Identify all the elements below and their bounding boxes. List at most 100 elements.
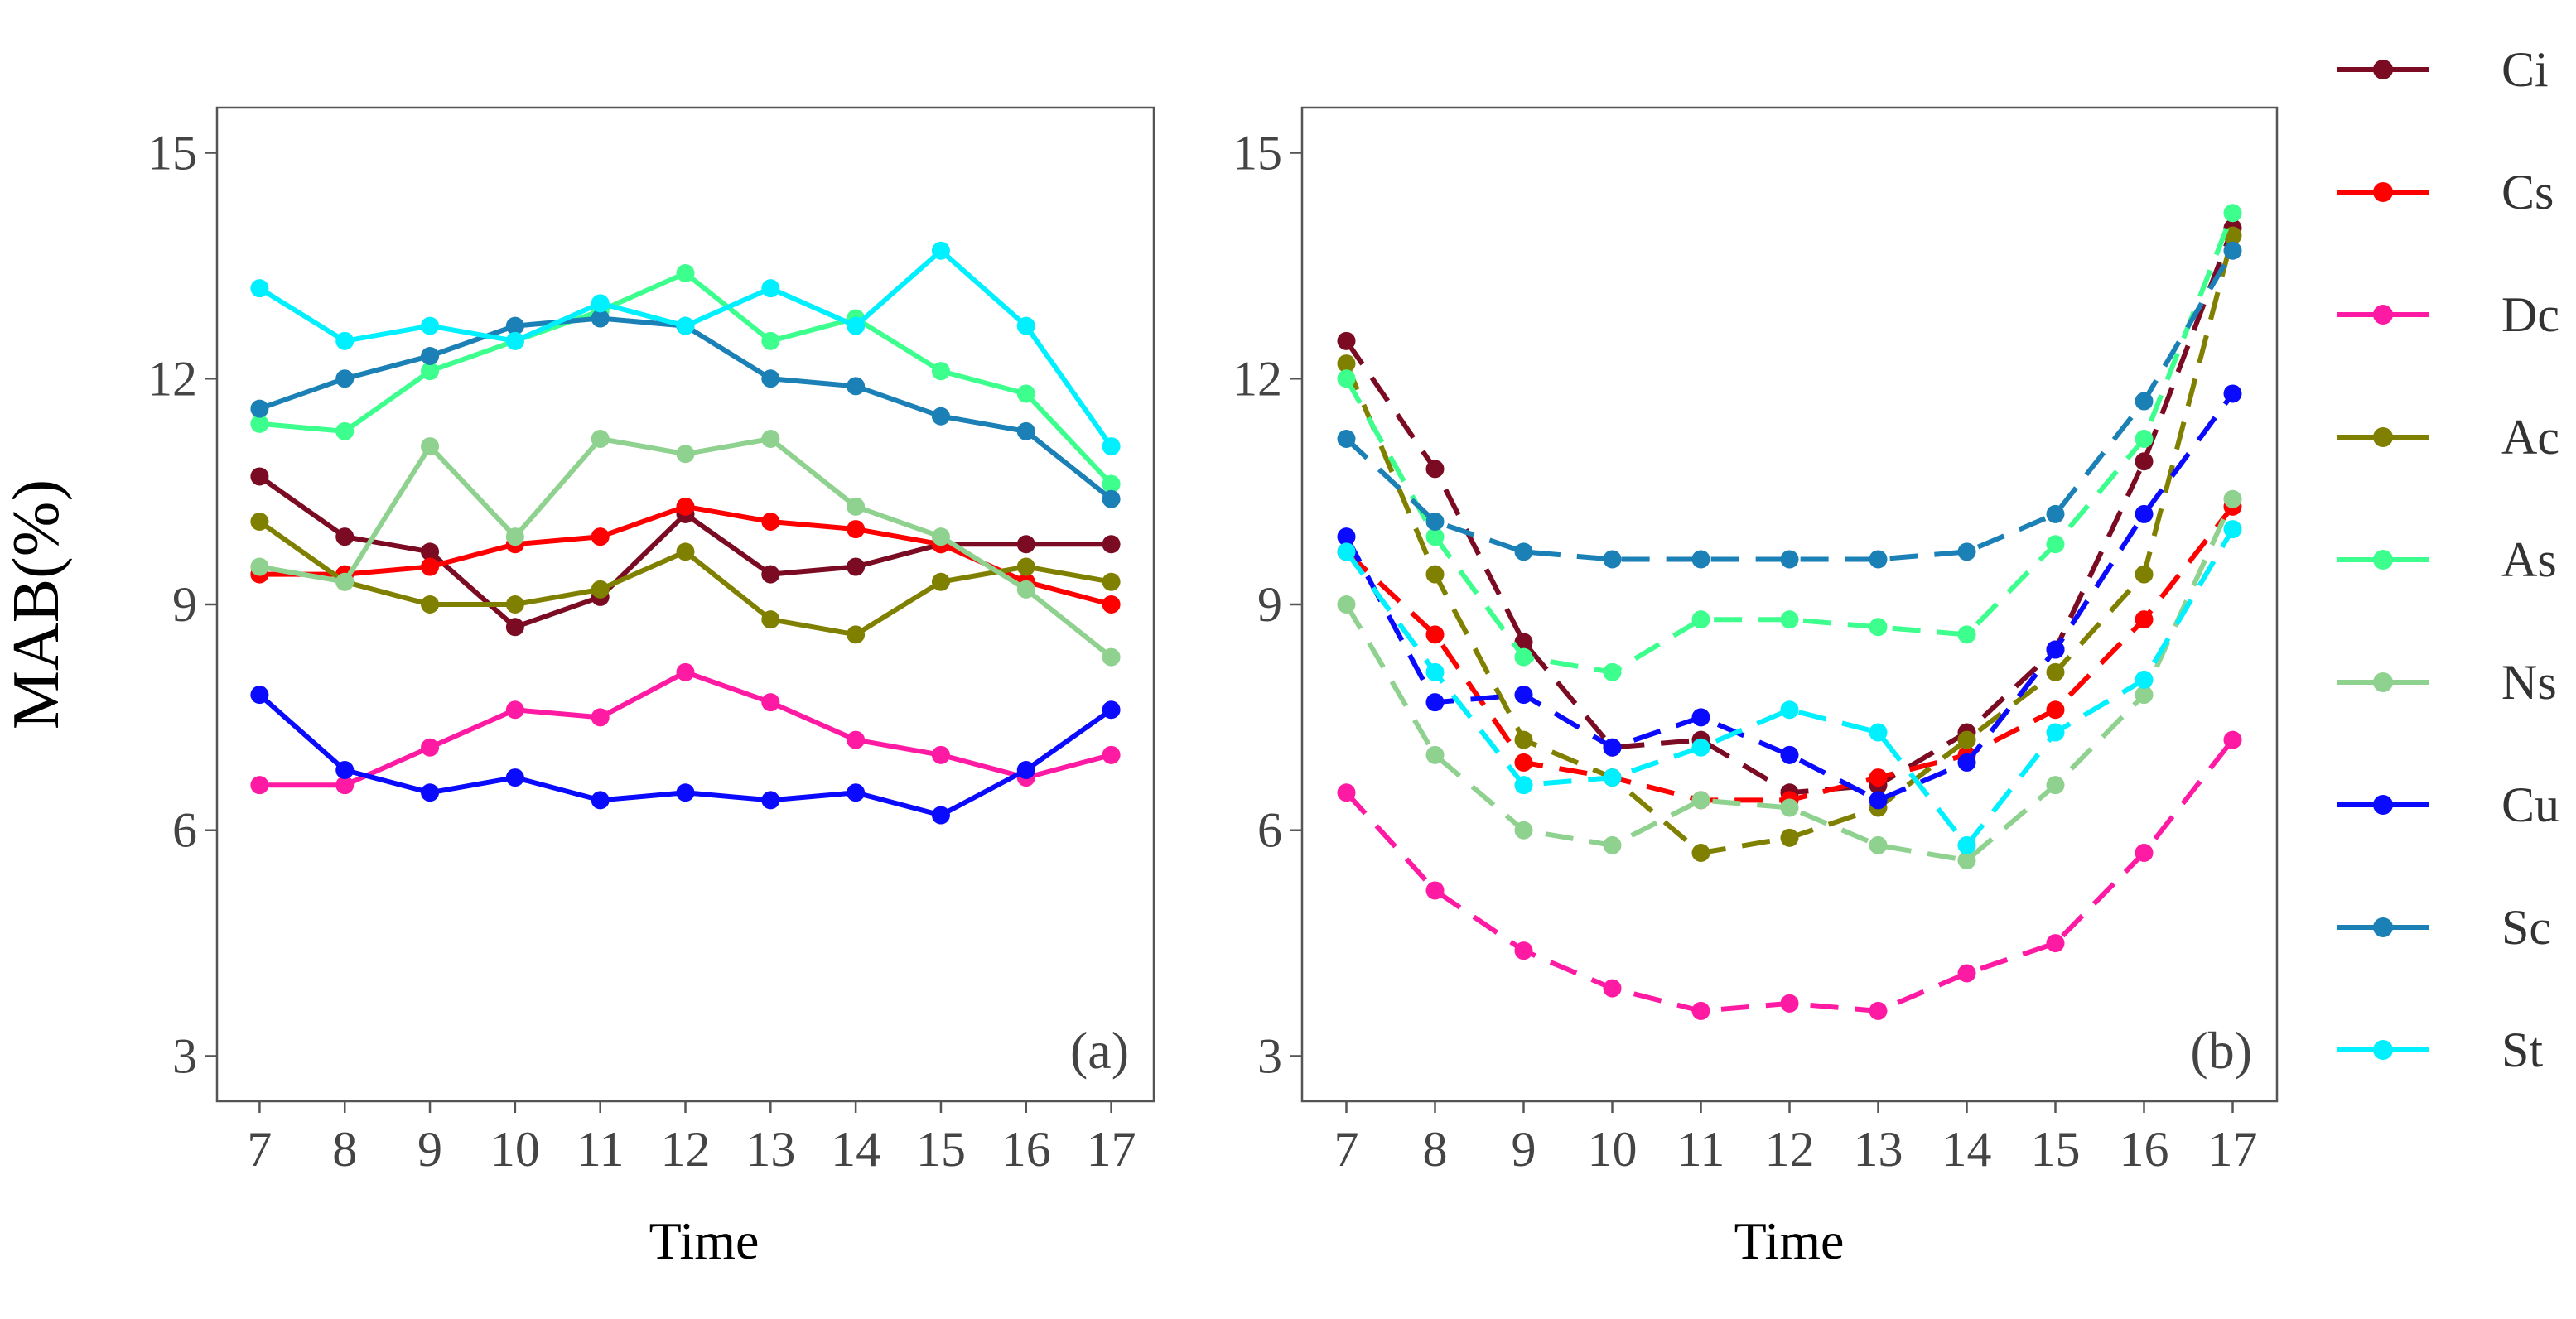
data-point-a-cu-14 xyxy=(847,783,866,802)
data-point-a-dc-14 xyxy=(847,730,866,749)
data-point-a-sc-11 xyxy=(591,309,610,328)
data-point-a-st-15 xyxy=(931,241,950,260)
x-axis-label-a: Time xyxy=(649,1211,760,1270)
data-point-b-cu-7 xyxy=(1337,527,1356,546)
legend-label-cu: Cu xyxy=(2501,777,2559,832)
series-line-b-cu xyxy=(1343,392,2235,803)
data-point-a-st-17 xyxy=(1102,437,1121,456)
data-point-b-ci-8 xyxy=(1425,460,1445,479)
x-tick-label-b-16: 16 xyxy=(2120,1122,2169,1177)
y-tick-label-a-3: 3 xyxy=(172,1028,197,1083)
legend-label-as: As xyxy=(2501,532,2557,587)
data-point-b-ac-9 xyxy=(1514,730,1533,749)
data-point-b-ac-12 xyxy=(1780,828,1799,847)
legend-swatch-marker-as xyxy=(2373,550,2393,570)
data-point-b-dc-11 xyxy=(1691,1001,1710,1020)
legend-swatch-marker-cs xyxy=(2373,182,2393,202)
data-point-a-cu-10 xyxy=(505,768,524,787)
data-point-a-as-12 xyxy=(676,264,695,282)
data-point-a-dc-9 xyxy=(421,738,440,757)
legend-item-st: St xyxy=(2337,1023,2543,1077)
data-point-a-sc-9 xyxy=(421,347,440,365)
data-point-a-sc-15 xyxy=(931,407,950,426)
x-tick-label-b-13: 13 xyxy=(1854,1122,1903,1177)
series-line-a-ac xyxy=(257,519,1114,638)
data-point-b-dc-9 xyxy=(1514,941,1533,960)
panel-b: 3 6 9 12 15 7 8 9 10 11 12 13 14 15 16 17 (b) xyxy=(1233,106,2279,1177)
plot-frame-b xyxy=(1300,106,2279,1103)
panel-label-b: (b) xyxy=(2190,1021,2252,1080)
data-point-b-cu-9 xyxy=(1514,686,1533,705)
x-tick-label-a-11: 11 xyxy=(576,1122,625,1177)
data-point-b-as-11 xyxy=(1691,610,1710,629)
legend-swatch-marker-sc xyxy=(2373,917,2393,937)
data-point-a-as-7 xyxy=(250,414,269,433)
x-tick-label-b-11: 11 xyxy=(1677,1122,1725,1177)
data-point-b-ac-16 xyxy=(2135,565,2154,584)
data-point-b-as-13 xyxy=(1869,618,1888,637)
data-point-b-sc-10 xyxy=(1603,550,1622,569)
data-point-a-sc-13 xyxy=(761,369,780,388)
data-point-a-ci-16 xyxy=(1016,535,1035,554)
data-point-b-st-8 xyxy=(1425,662,1445,681)
data-point-b-dc-17 xyxy=(2223,730,2242,749)
data-point-b-as-15 xyxy=(2046,535,2065,554)
data-point-a-ns-8 xyxy=(335,572,355,591)
plot-frame-a xyxy=(215,106,1155,1103)
data-point-b-ns-15 xyxy=(2046,776,2065,795)
series-line-b-st xyxy=(1344,527,2236,848)
data-point-b-sc-13 xyxy=(1869,550,1888,569)
data-point-a-as-8 xyxy=(335,421,355,440)
data-point-b-st-10 xyxy=(1603,768,1622,787)
data-point-b-sc-16 xyxy=(2135,392,2154,411)
data-point-b-ns-16 xyxy=(2135,686,2154,705)
data-point-b-sc-9 xyxy=(1514,542,1533,561)
data-point-a-dc-11 xyxy=(591,708,610,727)
data-point-a-ns-10 xyxy=(505,527,524,546)
data-point-b-ns-14 xyxy=(1957,851,1976,870)
data-point-a-dc-7 xyxy=(250,776,269,795)
legend-item-as: As xyxy=(2337,532,2557,587)
x-tick-label-a-12: 12 xyxy=(661,1122,711,1177)
data-point-a-dc-12 xyxy=(676,662,695,681)
data-point-a-ci-13 xyxy=(761,565,780,584)
data-point-b-st-11 xyxy=(1691,738,1710,757)
data-point-b-st-9 xyxy=(1514,776,1533,795)
x-tick-label-b-14: 14 xyxy=(1942,1122,1992,1177)
y-tick-label-a-9: 9 xyxy=(172,577,197,632)
data-point-a-cu-11 xyxy=(591,791,610,810)
data-point-a-sc-17 xyxy=(1102,489,1121,508)
legend-item-ci: Ci xyxy=(2337,42,2549,97)
data-point-b-cu-11 xyxy=(1691,708,1710,727)
data-point-a-cs-12 xyxy=(676,497,695,516)
data-point-a-dc-8 xyxy=(335,776,355,795)
data-point-b-ac-11 xyxy=(1691,844,1710,862)
data-point-b-cu-8 xyxy=(1425,693,1445,712)
legend-swatch-marker-ac xyxy=(2373,427,2393,447)
data-point-b-ns-17 xyxy=(2223,489,2242,508)
data-point-a-sc-7 xyxy=(250,399,269,418)
series-line-b-ns xyxy=(1343,498,2236,864)
data-point-a-st-8 xyxy=(335,331,355,350)
legend-swatch-marker-dc xyxy=(2373,305,2393,325)
data-point-b-cu-13 xyxy=(1869,791,1888,810)
data-point-b-cu-10 xyxy=(1603,738,1622,757)
data-point-a-ns-13 xyxy=(761,430,780,448)
data-point-b-dc-12 xyxy=(1780,994,1799,1013)
data-point-b-sc-15 xyxy=(2046,504,2065,523)
data-point-b-as-12 xyxy=(1780,610,1799,629)
data-point-b-cu-15 xyxy=(2046,640,2065,659)
data-point-a-ns-9 xyxy=(421,437,440,456)
y-tick-label-b-3: 3 xyxy=(1257,1028,1282,1083)
data-point-b-ci-7 xyxy=(1337,331,1356,350)
x-tick-label-a-14: 14 xyxy=(831,1122,880,1177)
legend: Ci Cs Dc Ac As Ns Cu Sc St xyxy=(2337,42,2559,1077)
data-point-a-st-7 xyxy=(250,279,269,298)
data-point-a-cs-17 xyxy=(1102,595,1121,614)
data-point-a-cs-9 xyxy=(421,557,440,576)
data-point-b-cs-9 xyxy=(1514,753,1533,772)
x-tick-label-a-7: 7 xyxy=(247,1122,272,1177)
data-point-b-cu-17 xyxy=(2223,384,2242,403)
data-point-b-sc-17 xyxy=(2223,241,2242,260)
